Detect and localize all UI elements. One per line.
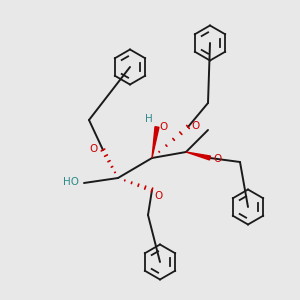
Text: O: O — [191, 121, 199, 131]
Polygon shape — [186, 152, 211, 160]
Text: O: O — [213, 154, 221, 164]
Polygon shape — [152, 127, 159, 158]
Text: H: H — [145, 114, 153, 124]
Text: O: O — [159, 122, 167, 132]
Text: O: O — [154, 191, 162, 201]
Text: HO: HO — [63, 177, 79, 187]
Text: O: O — [90, 144, 98, 154]
